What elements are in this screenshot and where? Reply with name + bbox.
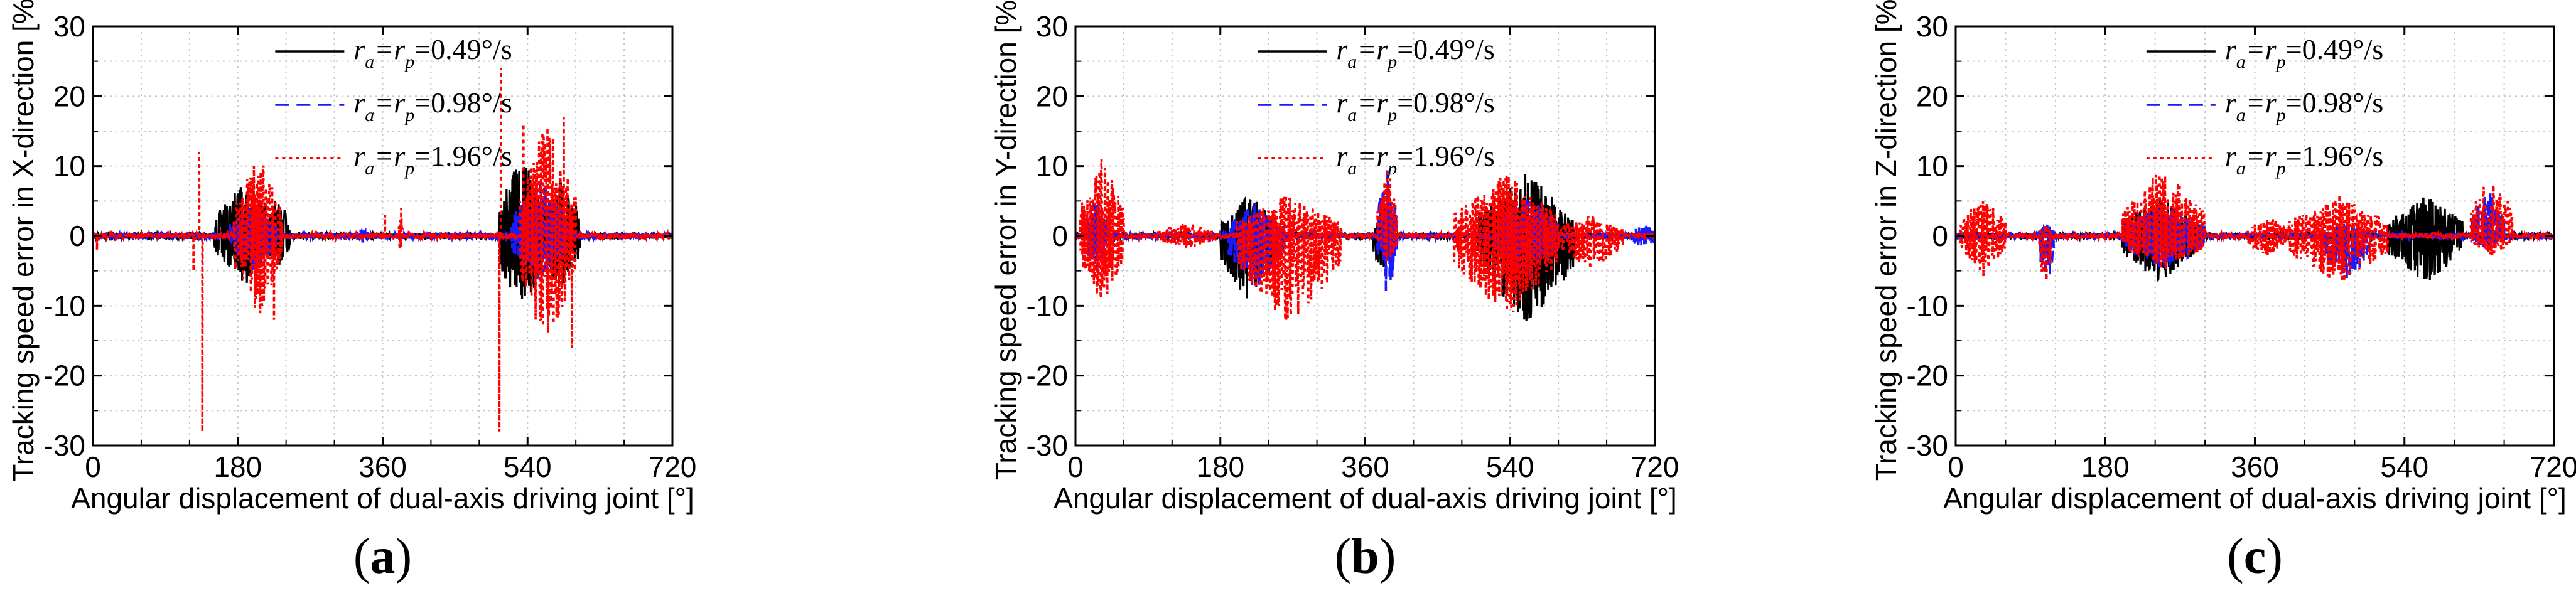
y-axis-label: Tracking speed error in Z-direction [%] [1870, 0, 1902, 481]
legend-entry-3: ra=rp=1.96°/s [1336, 140, 1494, 179]
x-tick-label: 0 [85, 451, 101, 483]
y-tick-label: 10 [1036, 150, 1068, 183]
y-tick-label: 10 [1916, 150, 1948, 183]
x-tick-label: 360 [1341, 451, 1389, 483]
x-tick-label: 360 [358, 451, 407, 483]
chart-panel-2: 0 180 360 540 720 -30 -20 -10 0 10 20 30 Angular dis… [989, 0, 1679, 584]
y-tick-label: 30 [1036, 10, 1068, 43]
x-tick-label: 180 [213, 451, 262, 483]
x-tick-label: 540 [2380, 451, 2428, 483]
y-tick-label: -20 [44, 360, 85, 392]
x-axis-label: Angular displacement of dual-axis drivin… [1943, 482, 2567, 515]
legend-entry-1: ra=rp=0.49°/s [2225, 33, 2383, 72]
y-tick-label: -10 [1027, 289, 1068, 322]
x-tick-label: 540 [1486, 451, 1534, 483]
series-line-3 [1954, 174, 2555, 282]
x-tick-label: 180 [2081, 451, 2130, 483]
y-axis-label: Tracking speed error in Y-direction [%] [989, 0, 1022, 480]
y-tick-label: -30 [1907, 429, 1948, 462]
panel-label: (a) [353, 529, 412, 584]
x-tick-label: 720 [649, 451, 697, 483]
y-tick-label: -20 [1027, 360, 1068, 392]
y-tick-label: -10 [1907, 289, 1948, 322]
panel-label: (b) [1335, 529, 1396, 584]
x-axis-label: Angular displacement of dual-axis drivin… [71, 482, 694, 515]
x-tick-label: 540 [504, 451, 552, 483]
chart-panel-1: 0 180 360 540 720 -30 -20 -10 0 10 20 30 Angular dis… [7, 0, 696, 584]
y-tick-label: 20 [1036, 80, 1068, 112]
y-tick-label: -30 [1027, 429, 1068, 462]
y-tick-label: -30 [44, 429, 85, 462]
y-tick-label: 20 [1916, 80, 1948, 112]
y-tick-label: 0 [1932, 220, 1948, 252]
y-tick-label: 0 [1052, 220, 1068, 252]
x-tick-label: 0 [1067, 451, 1084, 483]
legend-entry-2: ra=rp=0.98°/s [353, 87, 512, 125]
legend-entry-1: ra=rp=0.49°/s [353, 33, 512, 72]
x-tick-label: 0 [1948, 451, 1964, 483]
legend-entry-2: ra=rp=0.98°/s [2225, 87, 2383, 125]
series-line-3 [1074, 159, 1656, 321]
x-tick-label: 360 [2231, 451, 2279, 483]
panel-label: (c) [2227, 529, 2283, 584]
y-tick-label: 30 [1916, 10, 1948, 43]
x-tick-label: 720 [1631, 451, 1679, 483]
y-tick-label: 30 [53, 10, 85, 43]
y-tick-label: 0 [69, 220, 85, 252]
series-line-3 [92, 68, 674, 432]
legend-entry-3: ra=rp=1.96°/s [353, 140, 512, 179]
chart-panel-3: 0 180 360 540 720 -30 -20 -10 0 10 20 30 Angular dis… [1870, 0, 2576, 584]
y-axis-label: Tracking speed error in X-direction [%] [7, 0, 40, 482]
y-tick-label: 10 [53, 150, 85, 183]
legend-entry-2: ra=rp=0.98°/s [1336, 87, 1494, 125]
y-tick-label: 20 [53, 80, 85, 112]
x-tick-label: 720 [2530, 451, 2576, 483]
y-tick-label: -10 [44, 289, 85, 322]
legend-entry-3: ra=rp=1.96°/s [2225, 140, 2383, 179]
x-tick-label: 180 [1196, 451, 1244, 483]
y-tick-label: -20 [1907, 360, 1948, 392]
x-axis-label: Angular displacement of dual-axis drivin… [1054, 482, 1677, 515]
legend-entry-1: ra=rp=0.49°/s [1336, 33, 1494, 72]
